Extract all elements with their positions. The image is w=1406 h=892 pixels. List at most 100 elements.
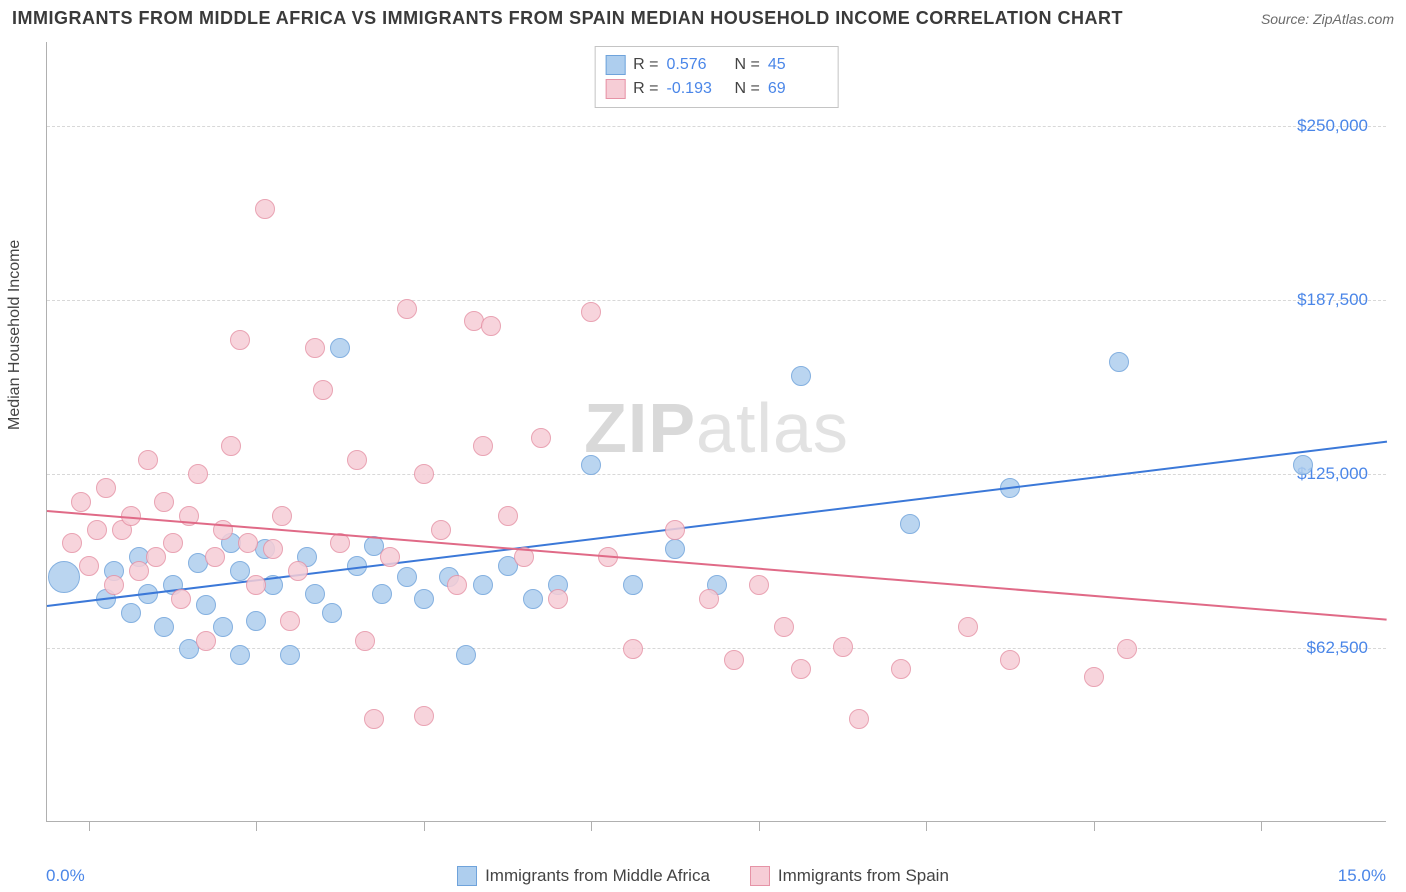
data-point: [146, 547, 166, 567]
data-point: [104, 575, 124, 595]
data-point: [205, 547, 225, 567]
data-point: [900, 514, 920, 534]
data-point: [280, 611, 300, 631]
x-tick: [89, 821, 90, 831]
data-point: [246, 575, 266, 595]
x-tick: [591, 821, 592, 831]
data-point: [623, 575, 643, 595]
data-point: [414, 589, 434, 609]
data-point: [665, 520, 685, 540]
title-bar: IMMIGRANTS FROM MIDDLE AFRICA VS IMMIGRA…: [12, 8, 1394, 29]
data-point: [305, 584, 325, 604]
data-point: [96, 478, 116, 498]
legend-swatch: [605, 79, 625, 99]
data-point: [154, 492, 174, 512]
x-axis-start-label: 0.0%: [46, 866, 85, 886]
data-point: [531, 428, 551, 448]
data-point: [255, 199, 275, 219]
data-point: [364, 709, 384, 729]
data-point: [188, 464, 208, 484]
legend-bottom: 0.0% 15.0% Immigrants from Middle Africa…: [0, 866, 1406, 886]
data-point: [473, 436, 493, 456]
n-value: 69: [768, 80, 828, 98]
data-point: [171, 589, 191, 609]
data-point: [272, 506, 292, 526]
data-point: [230, 561, 250, 581]
plot-area: ZIPatlas R =0.576N =45R =-0.193N =69 $62…: [46, 42, 1386, 822]
legend-item: Immigrants from Middle Africa: [457, 866, 710, 886]
source-label: Source: ZipAtlas.com: [1261, 11, 1394, 27]
data-point: [347, 450, 367, 470]
legend-item: Immigrants from Spain: [750, 866, 949, 886]
data-point: [196, 595, 216, 615]
x-axis-end-label: 15.0%: [1338, 866, 1386, 886]
data-point: [397, 299, 417, 319]
data-point: [1293, 455, 1313, 475]
data-point: [380, 547, 400, 567]
data-point: [473, 575, 493, 595]
x-tick: [759, 821, 760, 831]
data-point: [1109, 352, 1129, 372]
data-point: [330, 533, 350, 553]
y-tick-label: $250,000: [1297, 116, 1368, 136]
data-point: [581, 455, 601, 475]
data-point: [372, 584, 392, 604]
data-point: [1117, 639, 1137, 659]
data-point: [87, 520, 107, 540]
data-point: [791, 366, 811, 386]
data-point: [665, 539, 685, 559]
legend-label: Immigrants from Middle Africa: [485, 866, 710, 886]
data-point: [280, 645, 300, 665]
data-point: [263, 539, 283, 559]
watermark: ZIPatlas: [584, 388, 849, 468]
data-point: [196, 631, 216, 651]
data-point: [322, 603, 342, 623]
y-tick-label: $62,500: [1307, 638, 1368, 658]
data-point: [431, 520, 451, 540]
y-tick-label: $187,500: [1297, 290, 1368, 310]
data-point: [305, 338, 325, 358]
data-point: [330, 338, 350, 358]
data-point: [246, 611, 266, 631]
data-point: [548, 589, 568, 609]
data-point: [1084, 667, 1104, 687]
data-point: [355, 631, 375, 651]
r-label: R =: [633, 80, 658, 98]
data-point: [581, 302, 601, 322]
stat-row: R =-0.193N =69: [605, 77, 828, 101]
r-label: R =: [633, 56, 658, 74]
data-point: [523, 589, 543, 609]
data-point: [414, 464, 434, 484]
legend-swatch: [605, 55, 625, 75]
gridline: [47, 474, 1386, 475]
data-point: [313, 380, 333, 400]
data-point: [414, 706, 434, 726]
data-point: [71, 492, 91, 512]
y-axis-label: Median Household Income: [6, 240, 24, 430]
data-point: [481, 316, 501, 336]
gridline: [47, 126, 1386, 127]
data-point: [833, 637, 853, 657]
data-point: [48, 561, 80, 593]
gridline: [47, 300, 1386, 301]
x-tick: [424, 821, 425, 831]
stat-box: R =0.576N =45R =-0.193N =69: [594, 46, 839, 108]
data-point: [749, 575, 769, 595]
r-value: -0.193: [667, 80, 727, 98]
legend-swatch: [457, 866, 477, 886]
data-point: [154, 617, 174, 637]
x-tick: [926, 821, 927, 831]
data-point: [62, 533, 82, 553]
data-point: [213, 520, 233, 540]
data-point: [774, 617, 794, 637]
data-point: [230, 330, 250, 350]
x-tick: [1094, 821, 1095, 831]
data-point: [958, 617, 978, 637]
data-point: [129, 561, 149, 581]
data-point: [456, 645, 476, 665]
x-tick: [1261, 821, 1262, 831]
data-point: [238, 533, 258, 553]
data-point: [699, 589, 719, 609]
n-value: 45: [768, 56, 828, 74]
data-point: [221, 436, 241, 456]
